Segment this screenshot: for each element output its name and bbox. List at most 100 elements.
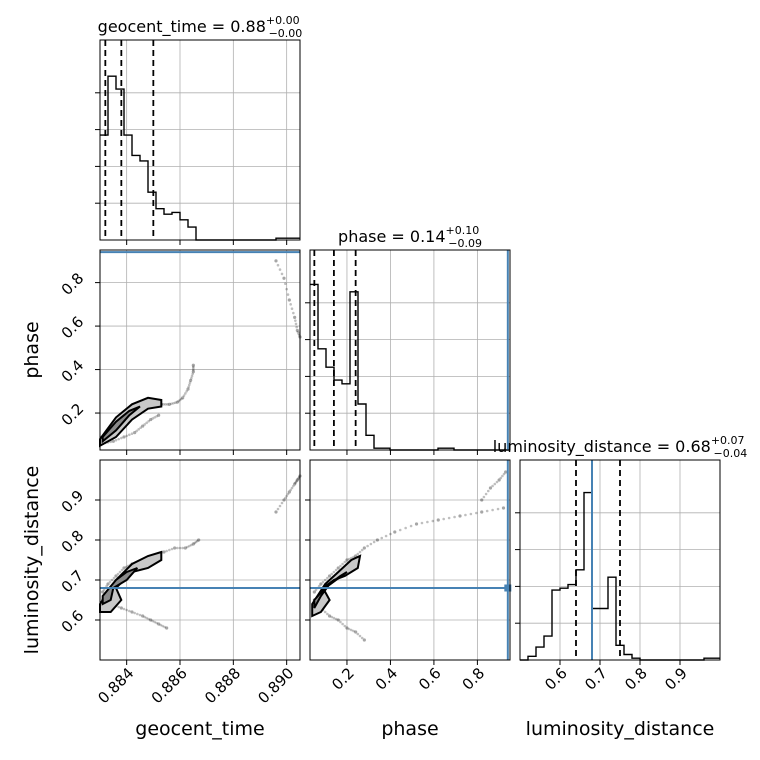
scatter-point: [122, 566, 126, 570]
scatter-point: [345, 626, 349, 630]
scatter-point: [362, 638, 366, 642]
xlabel-luminosity-distance: luminosity_distance: [526, 718, 715, 740]
contours-layer: [99, 396, 362, 618]
scatter-point: [124, 565, 128, 569]
scatter-point: [321, 580, 325, 584]
scatter-point: [105, 584, 108, 588]
tick-label-y: 0.9: [58, 487, 88, 517]
scatter-point: [133, 611, 136, 615]
scatter-point: [292, 484, 295, 488]
scatter-point: [165, 549, 168, 553]
scatter-point: [420, 521, 424, 525]
tick-label-x: 0.8: [621, 664, 651, 694]
scatter-point: [137, 428, 140, 431]
scatter-point: [495, 480, 499, 484]
scatter-point: [362, 546, 366, 550]
scatter-point: [278, 504, 282, 508]
scatter-point: [493, 482, 497, 486]
scatter-point: [183, 546, 187, 550]
panel-ld-vs-phase: [310, 460, 510, 660]
scatter-point: [141, 424, 145, 428]
scatter-point: [114, 574, 118, 578]
scatter-point: [286, 492, 290, 496]
scatter-point: [488, 486, 493, 490]
scatter-point: [114, 438, 118, 442]
scatter-point: [186, 387, 190, 391]
scatter-point: [117, 605, 120, 609]
scatter-point: [167, 402, 171, 406]
scatter-point: [317, 584, 321, 588]
scatter-point: [366, 544, 369, 548]
scatter-point: [453, 515, 456, 519]
scatter-point: [170, 547, 174, 551]
scatter-point: [120, 436, 123, 440]
scatter-point: [188, 381, 192, 384]
scatter-point: [188, 383, 191, 387]
scatter-point: [172, 401, 175, 405]
scatter-point: [157, 413, 161, 417]
tick-label-y: 0.6: [58, 607, 88, 637]
scatter-point: [188, 544, 191, 548]
scatter-point: [110, 578, 114, 582]
scatter-point: [296, 330, 300, 334]
scatter-point: [358, 550, 362, 554]
tick-label-x: 0.4: [372, 664, 402, 694]
scatter-point: [278, 268, 282, 271]
contour-outer: [99, 396, 163, 448]
scatter-point: [501, 474, 504, 478]
scatter-point: [151, 417, 154, 420]
scatter-point: [486, 489, 490, 493]
scatter-point: [354, 630, 358, 634]
scatter-point: [119, 606, 123, 610]
scatter-point: [101, 590, 105, 594]
scatter-point: [155, 415, 158, 418]
scatter-point: [323, 578, 327, 582]
scatter-point: [187, 385, 190, 389]
tick-label-x: 0.884: [94, 664, 137, 707]
scatter-point: [162, 403, 165, 406]
scatter-point: [191, 363, 195, 367]
scatter-point: [106, 582, 110, 586]
scatter-point: [339, 620, 342, 624]
title-luminosity-distance: luminosity_distance = 0.68+0.07 −0.04: [493, 434, 748, 460]
scatter-point: [314, 588, 318, 592]
scatter-point: [196, 539, 199, 543]
scatter-point: [482, 495, 486, 499]
scatter-point: [294, 480, 298, 484]
scatter-point: [153, 620, 156, 624]
scatter-point: [336, 618, 340, 622]
xlabel-phase: phase: [381, 718, 438, 740]
scatter-point: [431, 519, 435, 523]
scatter-point: [147, 617, 150, 621]
scatter-point: [297, 476, 300, 480]
scatter-point: [280, 501, 284, 505]
scatter-point: [343, 560, 347, 564]
tick-label-x: 0.890: [254, 664, 297, 707]
axes-frame: [519, 459, 721, 661]
scatter-point: [165, 626, 169, 630]
scatter-point: [111, 439, 115, 443]
scatter-point: [182, 394, 186, 397]
scatter-point: [369, 542, 373, 546]
scatter-point: [190, 376, 193, 380]
scatter-point: [284, 282, 287, 285]
scatter-point: [330, 615, 334, 619]
scatter-point: [480, 510, 484, 514]
scatter-point: [180, 397, 183, 401]
panel-ld-vs-geocent-time: [100, 460, 300, 660]
scatter-point: [151, 619, 154, 623]
scatter-point: [356, 632, 360, 636]
scatter-point: [274, 510, 278, 514]
title-geocent-time: geocent_time = 0.88+0.00 −0.00: [98, 14, 303, 40]
scatter-point: [393, 530, 397, 534]
scatter-point: [375, 538, 379, 542]
panel-phase-hist: [310, 250, 510, 450]
scatter-point: [327, 614, 332, 618]
scatter-point: [334, 568, 338, 572]
scatter-point: [497, 478, 501, 482]
scatter-point: [501, 506, 506, 510]
truth-marker: [504, 584, 512, 592]
scatter-point: [345, 558, 349, 562]
scatter-point: [356, 552, 360, 556]
scatter-point: [485, 509, 489, 513]
